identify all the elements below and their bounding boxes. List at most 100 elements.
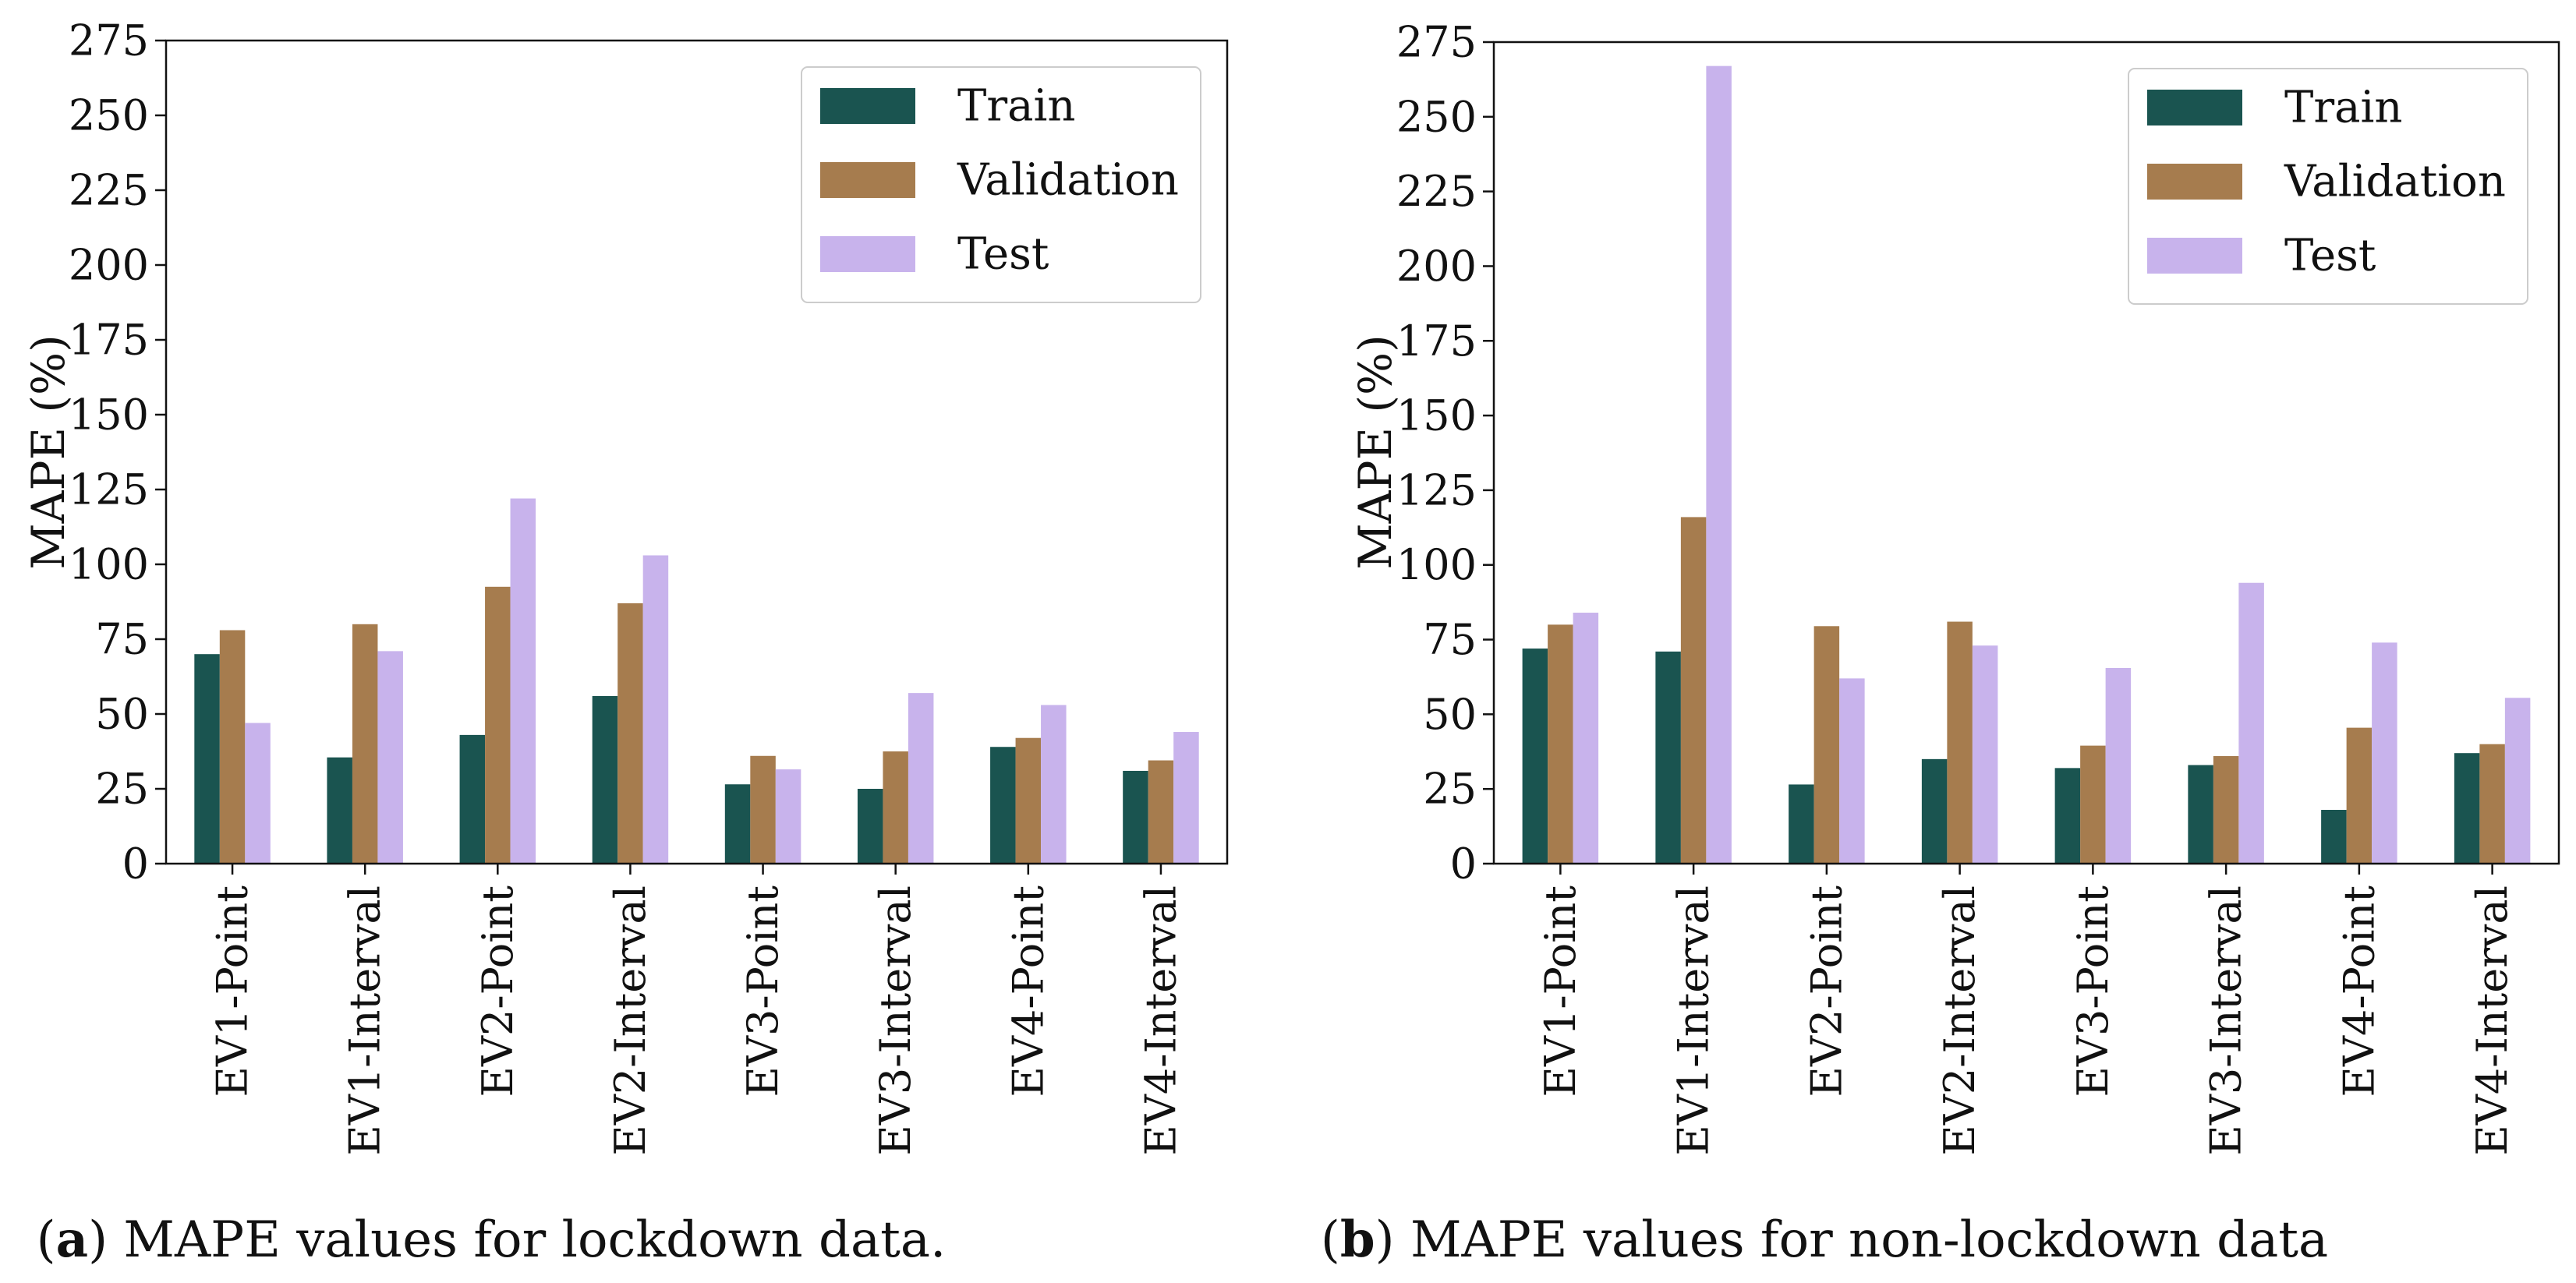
y-tick-label: 100 [69,540,149,589]
bar-test-ev1-point [1573,613,1599,864]
bar-validation-ev2-interval [1947,621,1973,864]
caption-paren-close: ) [1375,1211,1395,1269]
bar-test-ev4-interval [1173,732,1199,864]
bar-validation-ev1-point [1548,624,1573,864]
y-tick-label: 125 [1396,465,1477,514]
bar-validation-ev2-interval [617,603,643,864]
legend-label-train: Train [2284,83,2402,133]
caption-paren-open: ( [37,1211,56,1269]
y-tick-label: 175 [1396,316,1477,366]
bar-train-ev2-point [1789,784,1814,864]
y-tick-label: 200 [69,241,149,290]
caption: (a) MAPE values for lockdown data. [37,1211,947,1269]
bar-validation-ev4-point [1015,737,1042,864]
bar-test-ev2-point [1839,678,1865,864]
bar-test-ev1-interval [1706,65,1732,864]
bar-test-ev1-interval [377,651,403,864]
legend-swatch-test [2147,238,2242,274]
caption-letter: a [56,1211,88,1269]
y-tick-label: 275 [1396,18,1477,67]
legend-label-test: Test [957,229,1049,280]
y-tick-label: 100 [1396,540,1477,589]
legend-swatch-test [820,236,915,272]
legend-swatch-validation [2147,164,2242,200]
chart-non-lockdown: 0 25 50 75 100 125 150 175 200 225 250 275 EV1-Point… [1321,18,2560,1269]
legend-label-train: Train [957,81,1075,132]
chart-lockdown: 0 25 50 75 100 125 150 175 200 225 250 275 EV1-Point… [22,16,1229,1269]
bar-validation-ev1-interval [352,624,378,864]
bar-train-ev3-point [724,784,751,864]
y-tick-label: 25 [95,765,149,814]
bar-validation-ev1-interval [1680,517,1707,864]
bar-train-ev4-point [2321,810,2347,864]
bar-test-ev2-interval [642,555,669,864]
bar-validation-ev4-point [2346,727,2373,864]
x-tick-label: EV3-Interval [871,885,920,1156]
y-axis-label: MAPE (%) [22,334,75,569]
bar-validation-ev2-point [485,586,511,864]
x-tick-label: EV1-Interval [1669,885,1718,1156]
x-tick-label: EV4-Interval [2468,885,2517,1156]
x-tick-label: EV4-Point [1003,885,1053,1097]
bar-validation-ev3-interval [883,751,908,864]
y-tick-label: 25 [1423,765,1477,814]
x-tick-label: EV2-Interval [606,885,655,1156]
y-tick-label: 200 [1396,242,1477,291]
bar-validation-ev4-interval [2479,744,2505,864]
legend: Train Validation Test [801,66,1201,303]
caption-letter: b [1340,1211,1375,1269]
bar-train-ev2-interval [1921,758,1948,864]
bar-validation-ev3-point [2080,745,2106,864]
x-tick-label: EV3-Point [2068,885,2118,1097]
y-tick-label: 50 [95,690,149,739]
bar-validation-ev3-point [750,755,776,864]
bar-train-ev1-point [194,654,220,864]
y-tick-label: 75 [95,615,149,664]
bar-validation-ev4-interval [1148,760,1174,864]
y-tick-label: 0 [122,839,149,889]
plot-frame [1492,41,2560,865]
x-tick-label: EV2-Interval [1935,885,1984,1156]
x-tick-label: EV3-Interval [2202,885,2251,1156]
caption: (b) MAPE values for non-lockdown data [1321,1211,2328,1269]
caption-paren-close: ) [88,1211,108,1269]
y-tick-label: 75 [1423,615,1477,664]
legend-swatch-train [820,88,915,124]
x-tick-label: EV2-Point [1802,885,1851,1097]
y-tick-label: 250 [69,91,149,140]
bar-train-ev1-interval [1655,651,1681,864]
plot-frame [165,39,1229,865]
bar-test-ev1-point [245,723,271,864]
x-tick-label: EV1-Point [1536,885,1585,1097]
y-tick-label: 125 [69,465,149,514]
bar-train-ev2-point [459,734,486,864]
bar-train-ev4-interval [1123,770,1148,864]
caption-text: MAPE values for non-lockdown data [1395,1211,2329,1269]
bar-test-ev4-point [2372,642,2397,864]
legend-swatch-validation [820,162,915,198]
bar-validation-ev3-interval [2213,756,2239,864]
bar-train-ev3-interval [857,789,883,864]
bar-test-ev3-interval [908,693,934,864]
y-tick-label: 0 [1450,839,1477,889]
y-axis-label: MAPE (%) [1349,334,1402,569]
legend-swatch-train [2147,90,2242,125]
bar-train-ev1-point [1522,649,1548,864]
bar-test-ev3-point [2105,667,2132,864]
bar-validation-ev1-point [219,630,246,864]
y-tick-label: 50 [1423,690,1477,739]
legend: Train Validation Test [2128,68,2528,305]
y-tick-label: 250 [1396,92,1477,141]
bar-train-ev4-interval [2454,753,2480,864]
y-tick-label: 175 [69,316,149,365]
x-tick-label: EV4-Point [2334,885,2383,1097]
bar-test-ev4-point [1041,705,1067,864]
legend-label-test: Test [2284,231,2376,281]
y-tick-label: 275 [69,16,149,65]
bar-test-ev3-point [775,769,801,864]
bar-test-ev3-interval [2238,582,2264,864]
bar-train-ev2-interval [592,695,618,864]
x-tick-label: EV4-Interval [1136,885,1185,1156]
x-tick-label: EV3-Point [738,885,787,1097]
